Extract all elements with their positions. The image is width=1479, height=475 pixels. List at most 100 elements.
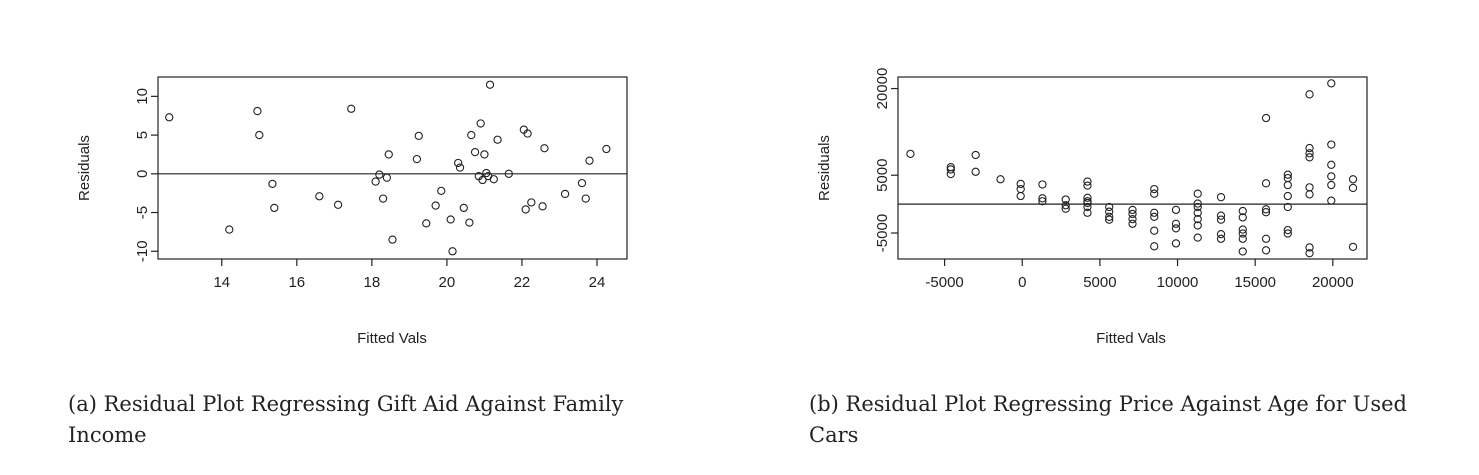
scatter-point — [1193, 189, 1202, 198]
scatter-point — [1083, 208, 1092, 217]
scatter-point — [1083, 181, 1092, 190]
scatter-point — [560, 189, 570, 199]
scatter-point — [1171, 205, 1181, 215]
scatter-point — [1193, 208, 1202, 217]
scatter-point — [1327, 79, 1336, 88]
scatter-point — [1305, 190, 1314, 199]
panel-b-x-axis-label: Fitted Vals — [1096, 330, 1166, 347]
panel-a-y-axis-label: Residuals — [76, 135, 93, 201]
scatter-point — [375, 170, 384, 179]
scatter-point — [1016, 184, 1025, 194]
panel-a-points — [165, 80, 611, 256]
panel-a-y-axis: -10 -5 0 5 10 — [134, 88, 158, 262]
scatter-point — [459, 203, 468, 213]
scatter-point — [1193, 233, 1202, 242]
panel-b-x-tick-label: 5000 — [1083, 274, 1116, 291]
scatter-point — [1348, 175, 1358, 184]
scatter-point — [465, 218, 474, 227]
scatter-point — [1305, 183, 1314, 192]
panel-a-x-tick-label: 16 — [288, 274, 305, 291]
scatter-point — [1283, 191, 1292, 201]
scatter-point — [448, 247, 457, 256]
scatter-point — [1261, 113, 1271, 123]
panel-a-x-tick-label: 20 — [439, 274, 456, 291]
scatter-point — [1083, 177, 1092, 186]
scatter-point — [485, 80, 495, 89]
scatter-point — [1305, 143, 1314, 153]
scatter-point — [1150, 212, 1159, 221]
scatter-point — [412, 154, 422, 164]
scatter-point — [1283, 180, 1292, 190]
scatter-point — [577, 178, 587, 188]
scatter-point — [1305, 243, 1314, 252]
panel-b-x-tick-label: 0 — [1018, 274, 1026, 291]
panel-b-x-tick-label: 15000 — [1234, 274, 1276, 291]
scatter-point — [538, 202, 547, 211]
scatter-point — [1283, 170, 1292, 179]
scatter-point — [1238, 206, 1247, 216]
scatter-point — [1238, 247, 1247, 256]
scatter-point — [1193, 202, 1202, 212]
scatter-point — [1305, 249, 1314, 258]
scatter-point — [388, 235, 397, 244]
scatter-point — [476, 119, 485, 128]
scatter-point — [255, 130, 264, 140]
scatter-point — [1150, 208, 1159, 217]
scatter-point — [1150, 226, 1159, 235]
panel-b-y-tick-label: 5000 — [874, 159, 891, 192]
panel-a-x-tick-label: 22 — [514, 274, 531, 291]
scatter-point — [1261, 234, 1271, 243]
scatter-point — [1261, 205, 1271, 214]
scatter-point — [384, 150, 393, 159]
panel-a-gift-aid-residuals: 14 16 18 20 22 24 -10 -5 0 5 10 Fitted Vals Resid… — [76, 76, 628, 347]
panel-b-x-tick-label: -5000 — [925, 274, 963, 291]
scatter-point — [1193, 221, 1202, 230]
scatter-point — [493, 135, 502, 144]
scatter-point — [1193, 199, 1202, 208]
scatter-point — [1083, 198, 1092, 208]
scatter-point — [268, 179, 277, 189]
scatter-point — [1128, 214, 1137, 224]
scatter-point — [1061, 204, 1070, 213]
scatter-point — [1061, 201, 1070, 210]
scatter-point — [347, 104, 356, 113]
scatter-point — [1238, 213, 1247, 222]
scatter-point — [540, 144, 549, 153]
scatter-point — [1150, 184, 1159, 194]
scatter-point — [1283, 225, 1292, 235]
panel-a-y-tick-label: 10 — [134, 88, 151, 105]
scatter-point — [1038, 194, 1047, 203]
scatter-point — [437, 186, 446, 195]
panel-b-y-axis: -5000 5000 20000 — [874, 68, 898, 252]
scatter-point — [946, 169, 955, 179]
scatter-point — [1261, 179, 1271, 188]
panel-b-points — [906, 79, 1358, 258]
scatter-point — [523, 129, 532, 138]
scatter-point — [371, 177, 380, 186]
scatter-point — [1083, 193, 1092, 202]
scatter-point — [378, 194, 388, 203]
scatter-point — [165, 113, 174, 122]
scatter-point — [946, 165, 955, 174]
scatter-point — [1083, 202, 1092, 212]
panel-a-y-tick-label: -5 — [134, 206, 151, 219]
scatter-point — [1171, 239, 1181, 248]
scatter-point — [446, 215, 455, 224]
scatter-point — [1261, 208, 1271, 217]
scatter-point — [1150, 242, 1159, 251]
scatter-point — [455, 163, 465, 172]
scatter-point — [382, 173, 392, 182]
scatter-point — [1327, 160, 1336, 169]
scatter-point — [1261, 246, 1271, 255]
panel-a-x-axis: 14 16 18 20 22 24 — [213, 259, 605, 291]
scatter-point — [315, 192, 324, 201]
scatter-point — [1216, 211, 1226, 220]
scatter-point — [1038, 180, 1047, 189]
scatter-point — [1327, 196, 1336, 205]
scatter-point — [1105, 212, 1114, 221]
panel-b-plot-frame — [897, 76, 1368, 260]
scatter-point — [1171, 224, 1181, 233]
scatter-point — [480, 150, 489, 159]
scatter-point — [270, 203, 279, 213]
scatter-point — [414, 131, 423, 141]
